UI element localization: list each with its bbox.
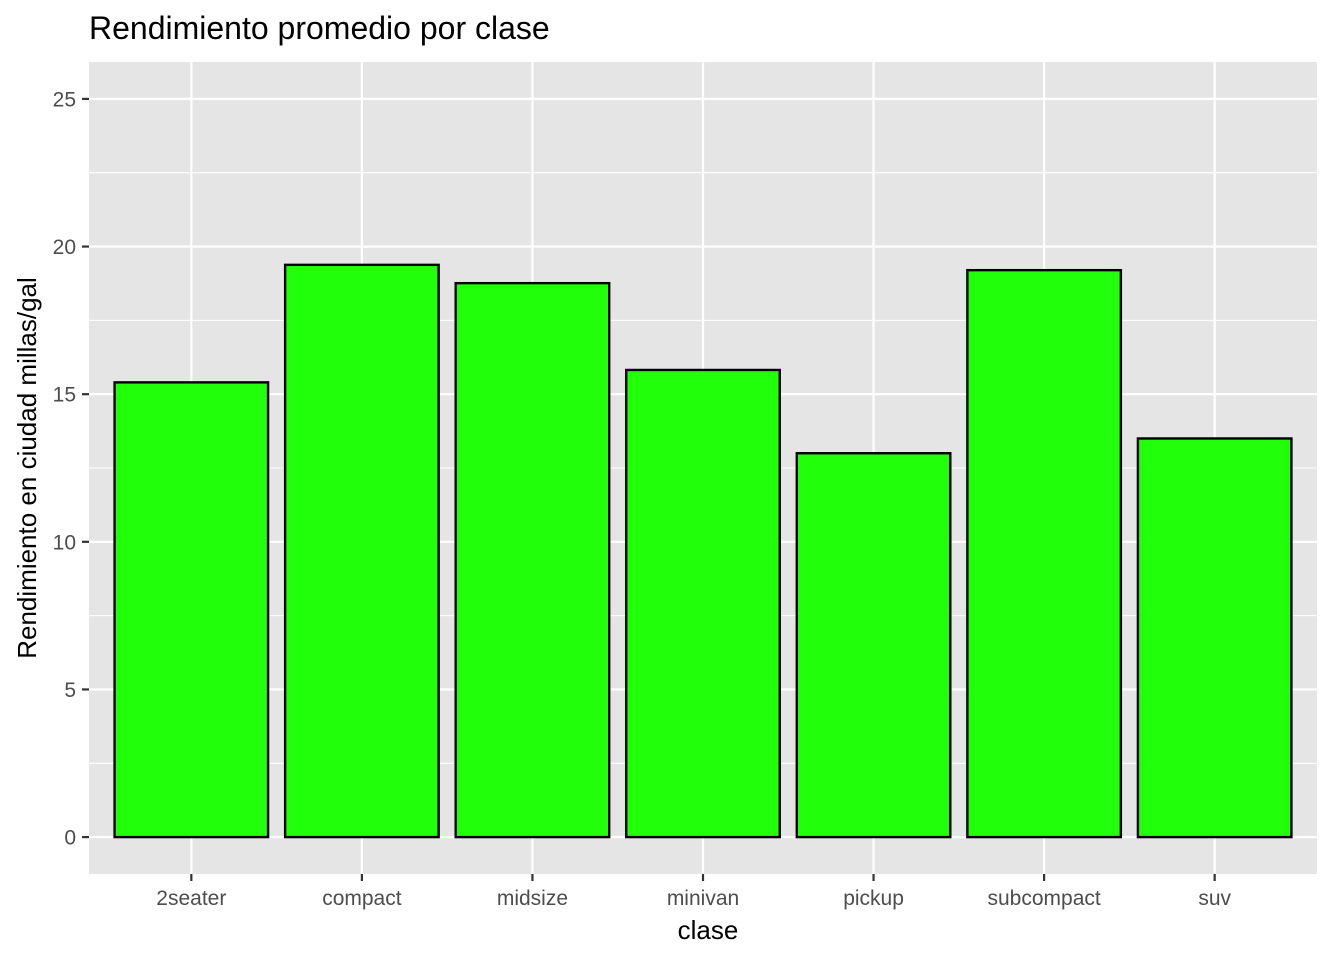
y-axis-title: Rendimiento en ciudad millas/gal (12, 277, 42, 659)
y-tick-label: 20 (53, 236, 76, 259)
y-axis: 0 5 10 15 20 25 (53, 88, 89, 850)
x-tick-label: 2seater (156, 887, 226, 910)
chart-title: Rendimiento promedio por clase (89, 10, 550, 46)
x-tick-label: subcompact (987, 887, 1100, 910)
y-tick-label: 0 (64, 827, 76, 850)
y-tick-label: 10 (53, 531, 76, 554)
x-tick-label: pickup (843, 887, 904, 910)
bar-minivan (625, 368, 781, 839)
x-tick-label: midsize (497, 887, 568, 910)
y-tick-label: 5 (64, 679, 76, 702)
x-tick-label: suv (1198, 887, 1231, 910)
bar-suv (1136, 437, 1293, 839)
x-axis-title: clase (678, 915, 739, 945)
y-tick-label: 25 (53, 88, 76, 111)
bars (113, 263, 1293, 839)
bar-pickup (795, 452, 952, 839)
bar-compact (283, 263, 440, 839)
x-axis: 2seater compact midsize minivan pickup subcom… (156, 874, 1232, 910)
bar-subcompact (966, 268, 1123, 839)
x-tick-label: minivan (667, 887, 739, 910)
bar-midsize (454, 281, 611, 839)
y-tick-label: 15 (53, 384, 76, 407)
bar-2seater (113, 381, 270, 839)
x-tick-label: compact (322, 887, 402, 910)
